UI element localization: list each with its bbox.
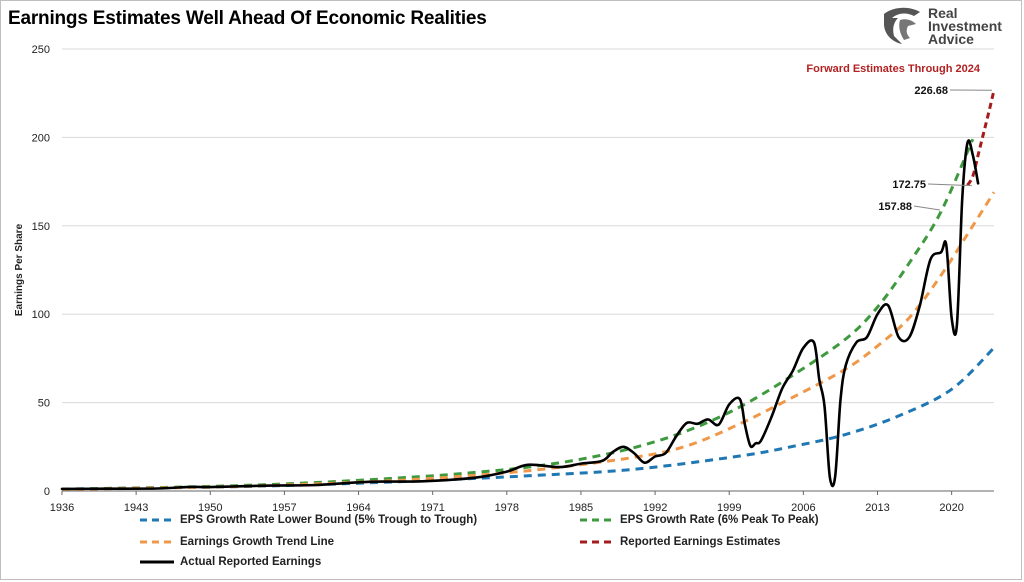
x-tick-label: 1964 [346, 502, 370, 514]
logo-text: Real Investment Advice [928, 5, 1002, 47]
annotation-value-172: 172.75 [892, 179, 926, 191]
legend-item-lower-bound: EPS Growth Rate Lower Bound (5% Trough t… [140, 514, 477, 526]
y-tick-label: 0 [44, 486, 50, 498]
series-actual-line [60, 139, 980, 491]
logo-line-1: Real [928, 5, 958, 21]
x-tick-label: 1978 [495, 502, 519, 514]
logo-line-2: Investment [928, 18, 1002, 34]
y-tick-label: 50 [38, 398, 50, 410]
legend-item-actual: Actual Reported Earnings [140, 556, 321, 568]
x-tick-label: 2013 [865, 502, 889, 514]
annotation-forward-estimates: Forward Estimates Through 2024 [806, 63, 980, 75]
y-axis-title: Earnings Per Share [14, 223, 25, 316]
y-tick-label: 200 [32, 132, 50, 144]
legend-label-peak-to-peak: EPS Growth Rate (6% Peak To Peak) [620, 514, 819, 526]
legend-swatch-actual [140, 560, 174, 564]
x-tick-label: 2006 [791, 502, 815, 514]
legend-swatch-trend [140, 540, 174, 544]
legend-label-lower-bound: EPS Growth Rate Lower Bound (5% Trough t… [180, 514, 478, 526]
legend-item-peak-to-peak: EPS Growth Rate (6% Peak To Peak) [580, 514, 819, 526]
legend-swatch-estimates [580, 540, 614, 544]
logo: Real Investment Advice [880, 4, 1015, 48]
series-estimates-line [966, 89, 996, 186]
series-lower-bound-line [61, 346, 996, 491]
y-tick-label: 150 [32, 221, 50, 233]
series-trend-line [61, 191, 996, 491]
y-tick-label: 100 [32, 309, 50, 321]
x-tick-label: 1985 [569, 502, 593, 514]
legend-swatch-peak-to-peak [580, 518, 614, 522]
legend-label-estimates: Reported Earnings Estimates [620, 536, 781, 548]
x-tick-label: 1936 [50, 502, 74, 514]
legend-item-trend: Earnings Growth Trend Line [140, 536, 334, 548]
x-tick-label: 1950 [198, 502, 222, 514]
x-tick-label: 2020 [939, 502, 963, 514]
x-tick-label: 1999 [717, 502, 741, 514]
x-tick-label: 1992 [643, 502, 667, 514]
legend-label-trend: Earnings Growth Trend Line [180, 536, 334, 548]
annotation-value-157: 157.88 [878, 201, 912, 213]
legend-label-actual: Actual Reported Earnings [180, 556, 322, 568]
annotation-leader-172 [927, 183, 972, 187]
legend-swatch-lower-bound [140, 518, 174, 522]
logo-line-3: Advice [928, 31, 974, 47]
x-tick-label: 1957 [272, 502, 296, 514]
annotation-leader-157 [913, 205, 941, 211]
logo-eagle-icon [884, 7, 920, 45]
x-tick-label: 1943 [124, 502, 148, 514]
chart-title: Earnings Estimates Well Ahead Of Economi… [8, 8, 487, 29]
legend-item-estimates: Reported Earnings Estimates [580, 536, 780, 548]
x-tick-label: 1971 [420, 502, 444, 514]
y-tick-label: 250 [32, 44, 50, 56]
annotation-value-226: 226.68 [914, 85, 948, 97]
